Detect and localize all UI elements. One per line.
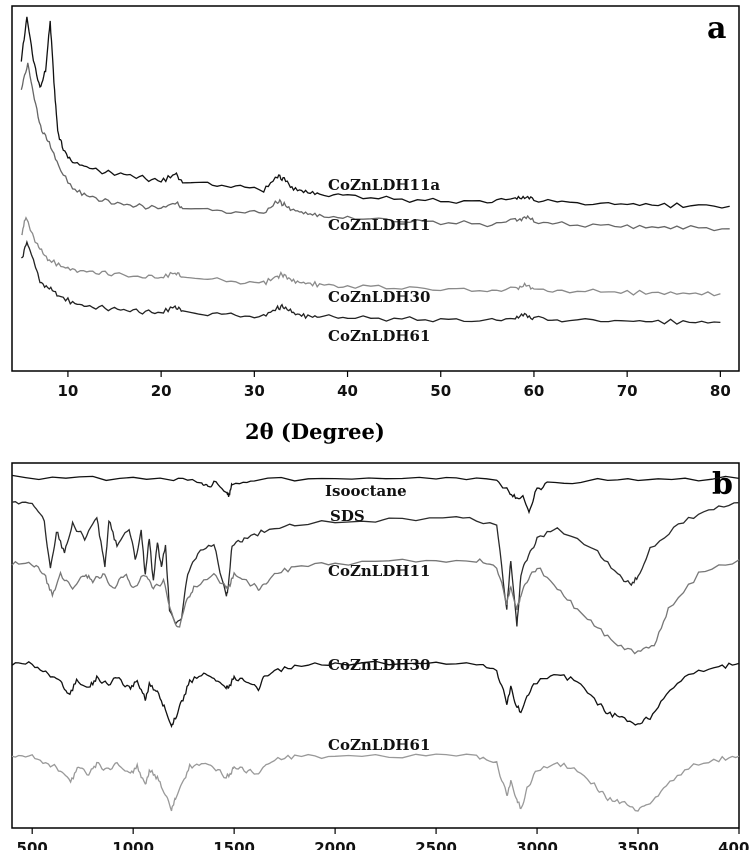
ftir-xtick-label: 2000 xyxy=(314,839,356,850)
ftir-xtick-label: 500 xyxy=(17,839,48,850)
xrd-xtick-label: 80 xyxy=(710,382,731,400)
x-axis-title: 2θ (Degree) xyxy=(245,419,385,444)
ftir-xtick-label: 1500 xyxy=(213,839,255,850)
label-cozn-ldh11: CoZnLDH11 xyxy=(328,216,430,234)
xrd-xtick-label: 70 xyxy=(617,382,638,400)
ftir-series-sds xyxy=(11,501,740,627)
label-sds: SDS xyxy=(330,507,365,525)
label-cozn-ldh61-b: CoZnLDH61 xyxy=(328,736,430,754)
label-cozn-ldh11a: CoZnLDH11a xyxy=(328,176,440,194)
panel-b-letter: b xyxy=(712,467,733,502)
label-cozn-ldh30: CoZnLDH30 xyxy=(328,288,430,306)
ftir-series-coznldh11 xyxy=(11,558,740,655)
ftir-series-coznldh61 xyxy=(11,753,740,812)
ftir-xtick-label: 4000 xyxy=(718,839,749,850)
xrd-series-coznldh30 xyxy=(21,216,721,297)
ftir-series-coznldh30 xyxy=(11,660,740,729)
label-cozn-ldh30-b: CoZnLDH30 xyxy=(328,656,430,674)
xrd-xtick-label: 30 xyxy=(244,382,265,400)
label-isooctane: Isooctane xyxy=(325,482,407,500)
xrd-xtick-label: 40 xyxy=(337,382,358,400)
xrd-xtick-label: 20 xyxy=(151,382,172,400)
ftir-xtick-label: 2500 xyxy=(415,839,457,850)
xrd-series-coznldh61 xyxy=(21,239,721,325)
ftir-series-isooctane xyxy=(11,474,740,515)
label-cozn-ldh11-b: CoZnLDH11 xyxy=(328,562,430,580)
panel-b: b 500 1000 1500 2000 2500 3000 3500 4000 Isooct… xyxy=(11,462,749,850)
xrd-series-coznldh11 xyxy=(20,62,730,232)
xrd-series-coznldh11a xyxy=(20,16,730,209)
xrd-xtick-label: 10 xyxy=(57,382,78,400)
panel-a: a 10 20 30 40 50 60 70 80 CoZnLDH11a CoZnLDH11 … xyxy=(11,5,740,444)
label-cozn-ldh61: CoZnLDH61 xyxy=(328,327,430,345)
xrd-xtick-label: 50 xyxy=(430,382,451,400)
panel-a-letter: a xyxy=(707,11,726,46)
panel-b-frame xyxy=(11,462,740,829)
ftir-xtick-label: 3500 xyxy=(617,839,659,850)
ftir-xtick-label: 3000 xyxy=(516,839,558,850)
xrd-xtick-label: 60 xyxy=(524,382,545,400)
panel-a-frame xyxy=(11,5,740,372)
ftir-xtick-label: 1000 xyxy=(112,839,154,850)
